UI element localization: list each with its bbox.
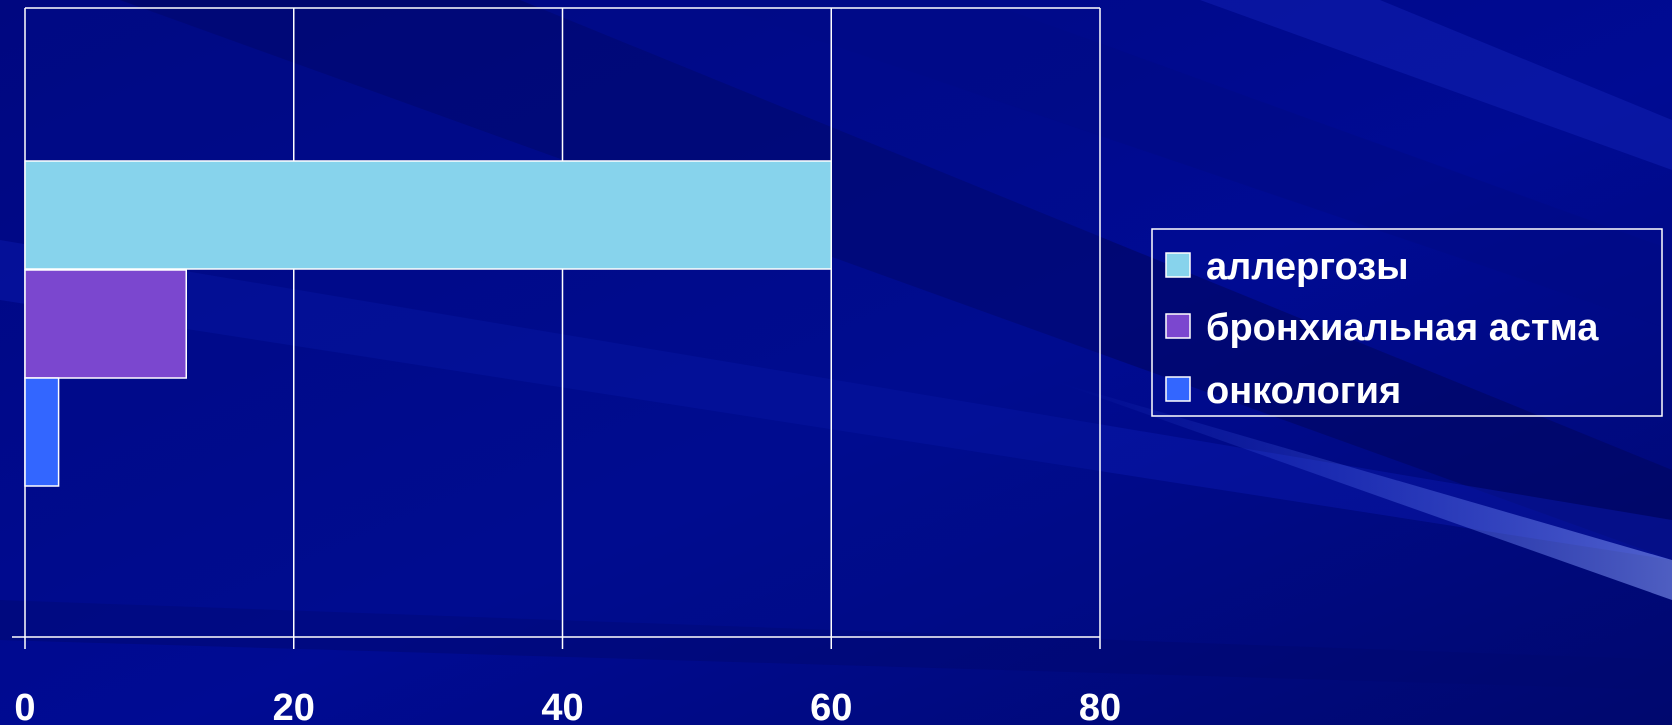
x-tick-label-20: 20 xyxy=(273,687,315,725)
legend-swatch-1 xyxy=(1165,313,1191,339)
legend-frame xyxy=(1151,228,1663,417)
legend-swatch-0 xyxy=(1165,252,1191,278)
plot-area: 0 20 40 60 80 xyxy=(12,7,1121,725)
bar-oncology xyxy=(24,377,60,487)
x-tick-label-0: 0 xyxy=(14,687,35,725)
x-tick-label-60: 60 xyxy=(810,687,852,725)
legend-swatch-2 xyxy=(1165,376,1191,402)
x-tick-label-40: 40 xyxy=(541,687,583,725)
bar-allergozy xyxy=(24,160,832,270)
x-tick-label-80: 80 xyxy=(1079,687,1121,725)
legend-label-1: бронхиальная астма xyxy=(1206,307,1599,349)
legend-label-0: аллергозы xyxy=(1206,246,1409,288)
legend: аллергозы бронхиальная астма онкология xyxy=(1151,228,1663,417)
legend-label-2: онкология xyxy=(1206,370,1401,412)
bar-bronchial-asthma xyxy=(24,269,187,379)
